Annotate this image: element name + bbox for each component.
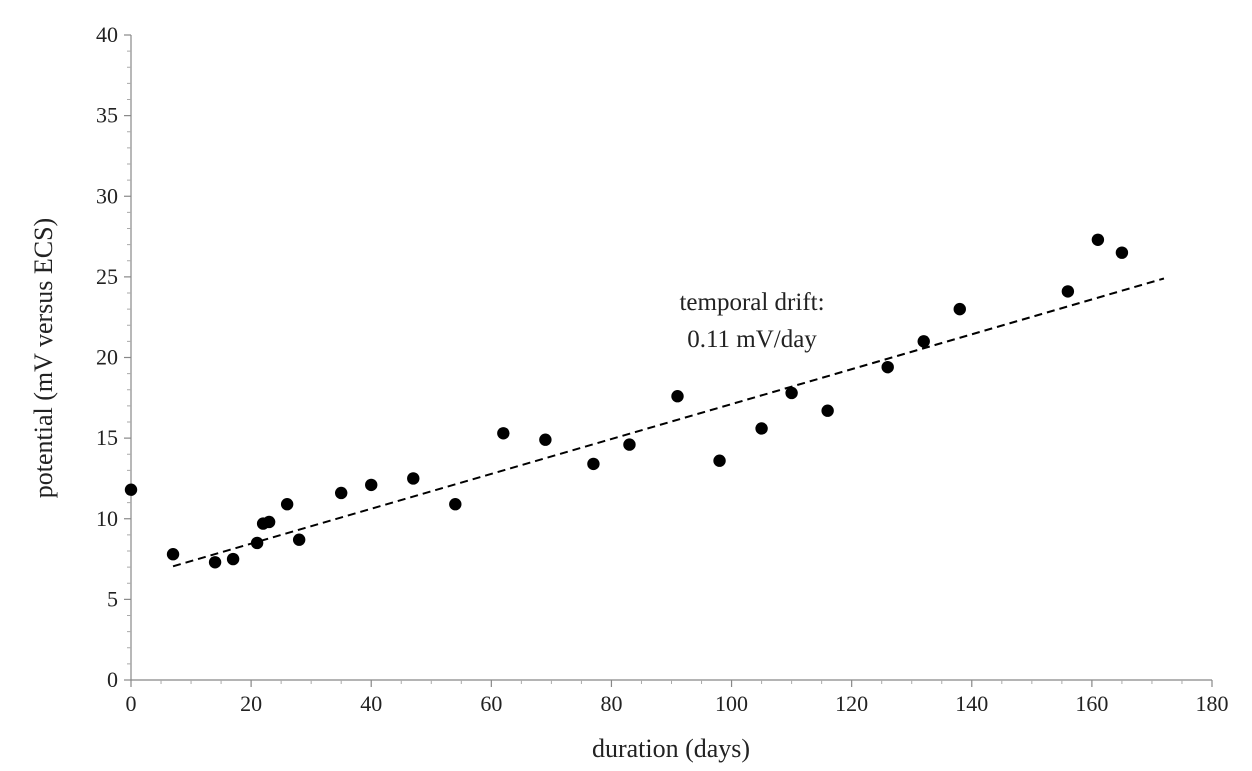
x-tick-label: 0 <box>126 691 137 716</box>
data-point <box>407 472 420 485</box>
y-tick-label: 25 <box>96 264 118 289</box>
data-point <box>497 427 510 440</box>
data-point <box>280 498 294 511</box>
y-tick-label: 5 <box>107 586 118 611</box>
ticks <box>124 34 1213 687</box>
data-point <box>124 483 138 496</box>
y-tick-label: 40 <box>96 22 118 47</box>
x-tick-label: 100 <box>715 691 748 716</box>
data-point <box>953 302 966 316</box>
y-tick-label: 30 <box>96 183 118 208</box>
x-tick-label: 180 <box>1196 691 1229 716</box>
data-point <box>1115 246 1129 259</box>
x-tick-label: 120 <box>835 691 868 716</box>
y-tick-label: 15 <box>96 425 118 450</box>
data-point <box>262 515 276 529</box>
axes <box>130 35 1212 681</box>
x-tick-label: 40 <box>360 691 382 716</box>
y-tick-label: 20 <box>96 345 118 370</box>
data-point <box>1091 233 1105 246</box>
data-point <box>917 335 930 348</box>
y-axis-title: potential (mV versus ECS) <box>29 218 58 498</box>
data-point <box>881 360 894 374</box>
trendline-group <box>172 277 1165 568</box>
y-tick-label: 0 <box>107 667 118 692</box>
tick-labels: 0 5 10 15 20 25 30 35 40 0 20 40 60 80 100 120 140 160 180 <box>96 22 1229 716</box>
data-point <box>292 533 306 546</box>
x-axis-title: duration (days) <box>592 734 750 763</box>
trendline <box>172 277 1165 568</box>
data-point <box>1061 285 1075 298</box>
data-point <box>713 454 726 467</box>
x-tick-label: 160 <box>1075 691 1108 716</box>
data-point <box>250 536 264 550</box>
x-tick-label: 20 <box>240 691 262 716</box>
data-point <box>539 433 552 446</box>
x-tick-label: 140 <box>955 691 988 716</box>
data-point <box>821 404 834 417</box>
annotation-line-1: temporal drift: <box>679 289 824 316</box>
data-point <box>587 457 600 471</box>
data-point <box>365 478 378 492</box>
annotation-line-2: 0.11 mV/day <box>687 326 817 353</box>
data-point <box>785 386 798 400</box>
data-point <box>208 556 222 569</box>
y-tick-label: 35 <box>96 103 118 128</box>
data-point <box>334 486 348 500</box>
points <box>124 233 1129 569</box>
data-point <box>166 548 180 561</box>
data-point <box>449 498 462 511</box>
x-tick-label: 60 <box>480 691 502 716</box>
data-point <box>755 422 768 435</box>
x-tick-label: 80 <box>600 691 622 716</box>
data-point <box>226 552 240 566</box>
data-point <box>623 438 636 451</box>
data-point <box>671 390 684 403</box>
y-tick-label: 10 <box>96 506 118 531</box>
